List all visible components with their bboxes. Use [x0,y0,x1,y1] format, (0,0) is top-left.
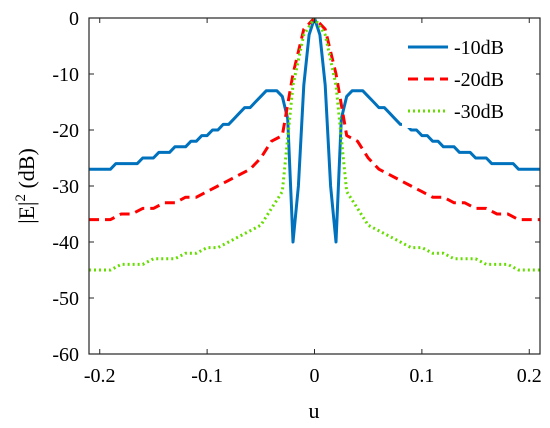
y-tick-label: -20 [52,120,79,142]
y-axis-label-unit: (dB) [14,148,39,194]
x-axis-label: u [309,398,320,423]
y-axis-label-base: |E| [14,202,39,224]
series-line--10dB [89,18,540,244]
tick-layer: -0.2 -0.1 0 0.1 0.2 0 -10 -20 -30 -40 -50 -60 [52,8,541,387]
legend-label: -20dB [454,69,504,91]
x-tick-label: 0 [310,365,320,387]
series-line--20dB [89,18,540,222]
y-tick-label: -60 [52,344,79,366]
y-tick-label: -10 [52,64,79,86]
y-axis-label-superscript: 2 [13,194,29,202]
y-axis-label: |E|2 (dB) [13,148,39,224]
y-tick-label: -40 [52,232,79,254]
x-tick-label: 0.1 [409,365,434,387]
legend: -10dB -20dB -30dB [402,24,536,128]
x-tick-label: -0.1 [191,365,223,387]
y-tick-label: -50 [52,288,79,310]
series-layer [89,18,540,272]
y-tick-label: -30 [52,176,79,198]
y-tick-label: 0 [69,8,79,30]
legend-label: -10dB [454,37,504,59]
x-tick-label: 0.2 [517,365,542,387]
legend-label: -30dB [454,101,504,123]
x-tick-label: -0.2 [84,365,116,387]
